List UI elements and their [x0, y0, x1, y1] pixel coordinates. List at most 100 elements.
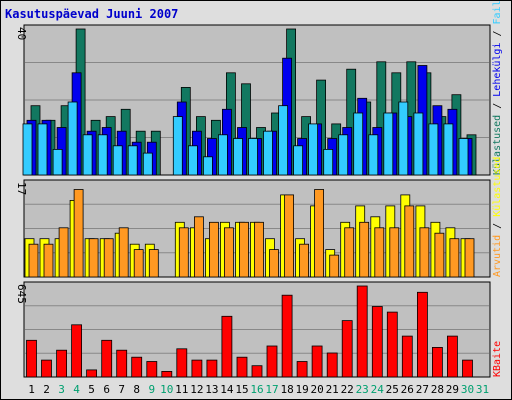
bar-middle-day-24 — [374, 227, 385, 278]
bar-top-day-7 — [112, 145, 123, 176]
bar-bottom-day-12 — [191, 359, 203, 378]
bar-middle-day-21 — [329, 254, 340, 278]
x-tick-label-day-23: 23 — [356, 383, 369, 396]
bar-top-day-27 — [413, 112, 424, 176]
legend-separator: / — [492, 217, 503, 235]
bar-middle-day-26 — [404, 205, 415, 278]
x-tick-label-day-21: 21 — [326, 383, 339, 396]
bar-middle-day-8 — [133, 249, 144, 278]
bar-bottom-day-25 — [386, 311, 398, 378]
legend-item: Faile — [492, 0, 503, 24]
bar-bottom-day-8 — [131, 356, 143, 378]
bar-top-day-26 — [398, 101, 409, 176]
bar-bottom-day-26 — [401, 335, 413, 378]
bar-top-day-13 — [202, 156, 213, 176]
bar-middle-day-22 — [344, 227, 355, 278]
panel-kbytes: 645 KBaite — [15, 281, 503, 378]
x-tick-label-day-18: 18 — [280, 383, 293, 396]
x-tick-label-day-22: 22 — [341, 383, 354, 396]
x-tick-label-day-24: 24 — [371, 383, 385, 396]
bar-bottom-day-9 — [146, 361, 158, 378]
bar-bottom-day-15 — [236, 356, 248, 378]
bar-middle-day-29 — [449, 238, 460, 278]
bar-bottom-day-28 — [431, 346, 443, 378]
bar-bottom-day-11 — [176, 348, 188, 378]
bar-bottom-day-21 — [326, 352, 338, 378]
bar-bottom-day-19 — [296, 361, 308, 378]
x-tick-label-day-20: 20 — [310, 383, 323, 396]
y-max-label-middle: 17 — [15, 182, 28, 195]
bar-middle-day-15 — [239, 221, 249, 278]
bar-bottom-day-16 — [251, 365, 263, 378]
bar-bottom-day-29 — [446, 335, 458, 378]
bar-middle-day-16 — [254, 221, 264, 278]
x-tick-label-day-14: 14 — [220, 383, 234, 396]
x-tick-label-day-11: 11 — [175, 383, 188, 396]
bar-middle-day-28 — [434, 232, 445, 278]
bar-middle-day-13 — [208, 221, 219, 278]
bar-top-day-19 — [293, 145, 304, 176]
legend-item: Arvutid — [492, 235, 503, 277]
bar-top-day-30 — [458, 138, 469, 176]
bar-bottom-day-10 — [161, 370, 173, 378]
bar-middle-day-23 — [359, 221, 370, 278]
bar-top-day-25 — [383, 112, 394, 176]
bar-middle-day-18 — [284, 194, 295, 278]
legend-middle: Arvutid / Külastused — [492, 157, 503, 277]
bar-bottom-day-22 — [341, 320, 353, 378]
bar-bottom-day-1 — [26, 339, 37, 378]
x-tick-label-day-19: 19 — [295, 383, 308, 396]
bar-middle-day-12 — [193, 216, 204, 278]
x-tick-label-day-12: 12 — [190, 383, 203, 396]
x-tick-label-day-13: 13 — [205, 383, 218, 396]
x-tick-label-day-27: 27 — [416, 383, 429, 396]
x-tick-label-day-10: 10 — [160, 383, 173, 396]
x-tick-label-day-6: 6 — [103, 383, 110, 396]
bar-middle-day-27 — [419, 227, 430, 278]
legend-item: KBaite — [492, 341, 503, 377]
bar-middle-day-17 — [269, 249, 279, 278]
bar-bottom-day-7 — [116, 349, 128, 378]
bar-top-day-5 — [82, 134, 93, 176]
chart-title: Kasutuspäevad Juuni 2007 — [5, 7, 178, 21]
bar-middle-day-30 — [464, 238, 475, 278]
x-tick-label-day-4: 4 — [73, 383, 80, 396]
bar-middle-day-6 — [103, 238, 114, 278]
legend-item: Külastused — [492, 115, 503, 175]
bar-bottom-day-3 — [56, 349, 67, 378]
bar-bottom-day-2 — [41, 359, 52, 378]
x-tick-label-day-2: 2 — [43, 383, 50, 396]
bar-top-day-24 — [368, 134, 379, 176]
bar-bottom-day-13 — [206, 359, 218, 378]
bar-middle-day-1 — [28, 243, 39, 278]
bar-bottom-day-20 — [311, 345, 323, 378]
x-tick-label-day-28: 28 — [431, 383, 444, 396]
bar-top-day-20 — [308, 123, 319, 176]
legend-top: Külastused / Lehekülgi / Faile / Pöördum… — [492, 0, 503, 175]
bar-top-day-1 — [22, 123, 33, 176]
bar-middle-day-5 — [88, 238, 99, 278]
bar-top-day-9 — [142, 152, 153, 176]
bar-top-day-6 — [97, 134, 108, 176]
bar-top-day-18 — [278, 105, 289, 176]
bar-top-day-22 — [338, 134, 349, 176]
bar-bottom-day-23 — [356, 285, 368, 378]
legend-item: Lehekülgi — [492, 43, 503, 97]
panel-visits-pages-files: 40 Külastused / Lehekülgi / Faile / Pöörd… — [15, 0, 503, 176]
bar-top-day-2 — [37, 123, 48, 176]
bar-top-day-29 — [443, 123, 454, 176]
bar-top-day-12 — [187, 145, 198, 176]
bar-middle-day-7 — [118, 227, 129, 278]
x-tick-label-day-3: 3 — [58, 383, 65, 396]
x-tick-label-day-7: 7 — [118, 383, 125, 396]
bar-top-day-23 — [353, 112, 364, 176]
x-axis-labels: 1 2 3 4 5 6 7 8 9 10 11 12 13 14 15 16 17 18 19 20 21 22 23 24 2… — [28, 383, 489, 396]
y-max-label-bottom: 645 — [15, 284, 28, 304]
bar-middle-day-3 — [58, 227, 69, 278]
bar-middle-day-2 — [43, 243, 54, 278]
bar-top-day-16 — [248, 138, 258, 176]
bar-top-day-3 — [52, 148, 63, 176]
x-tick-label-day-29: 29 — [446, 383, 459, 396]
legend-separator: / — [492, 97, 503, 115]
